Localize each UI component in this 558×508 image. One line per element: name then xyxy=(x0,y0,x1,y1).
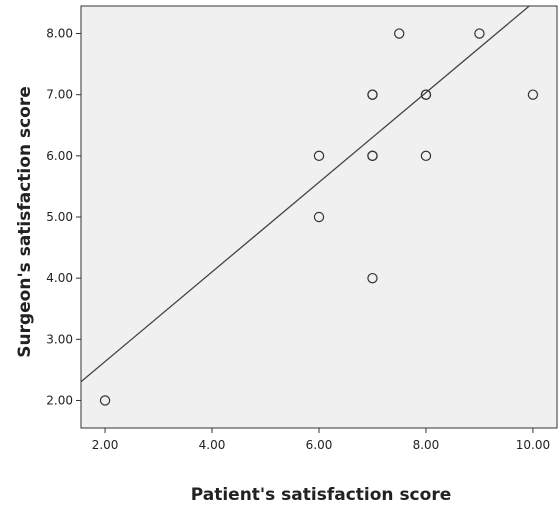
y-tick-label: 8.00 xyxy=(46,27,73,41)
data-point xyxy=(420,89,432,100)
data-points xyxy=(99,28,539,406)
data-point xyxy=(313,211,325,223)
x-tick-label: 8.00 xyxy=(413,438,440,452)
x-axis: 2.00 4.00 6.00 8.00 10.00 xyxy=(92,428,550,452)
data-point xyxy=(99,395,111,406)
y-tick-label: 2.00 xyxy=(46,393,73,407)
x-tick-label: 10.00 xyxy=(516,438,550,452)
x-tick-label: 2.00 xyxy=(92,438,119,452)
y-axis-title: Surgeon's satisfaction score xyxy=(15,86,35,358)
y-tick-label: 5.00 xyxy=(46,210,73,224)
fit-line xyxy=(81,6,531,383)
data-point xyxy=(474,28,485,39)
data-point xyxy=(367,272,378,284)
data-point xyxy=(420,150,432,162)
x-tick-label: 6.00 xyxy=(306,438,333,452)
data-point xyxy=(394,28,405,39)
data-point xyxy=(313,150,325,162)
y-tick-label: 6.00 xyxy=(46,149,73,163)
x-tick-label: 4.00 xyxy=(199,438,226,452)
data-point xyxy=(367,89,378,100)
plot-area xyxy=(80,5,558,429)
y-tick-label: 7.00 xyxy=(46,88,73,102)
data-point xyxy=(367,150,378,162)
y-tick-label: 3.00 xyxy=(46,332,73,346)
y-axis: 2.00 3.00 4.00 5.00 6.00 7.00 8.00 xyxy=(46,27,81,407)
data-point xyxy=(527,89,539,100)
y-tick-label: 4.00 xyxy=(46,271,73,285)
x-axis-title: Patient's satisfaction score xyxy=(191,485,451,505)
